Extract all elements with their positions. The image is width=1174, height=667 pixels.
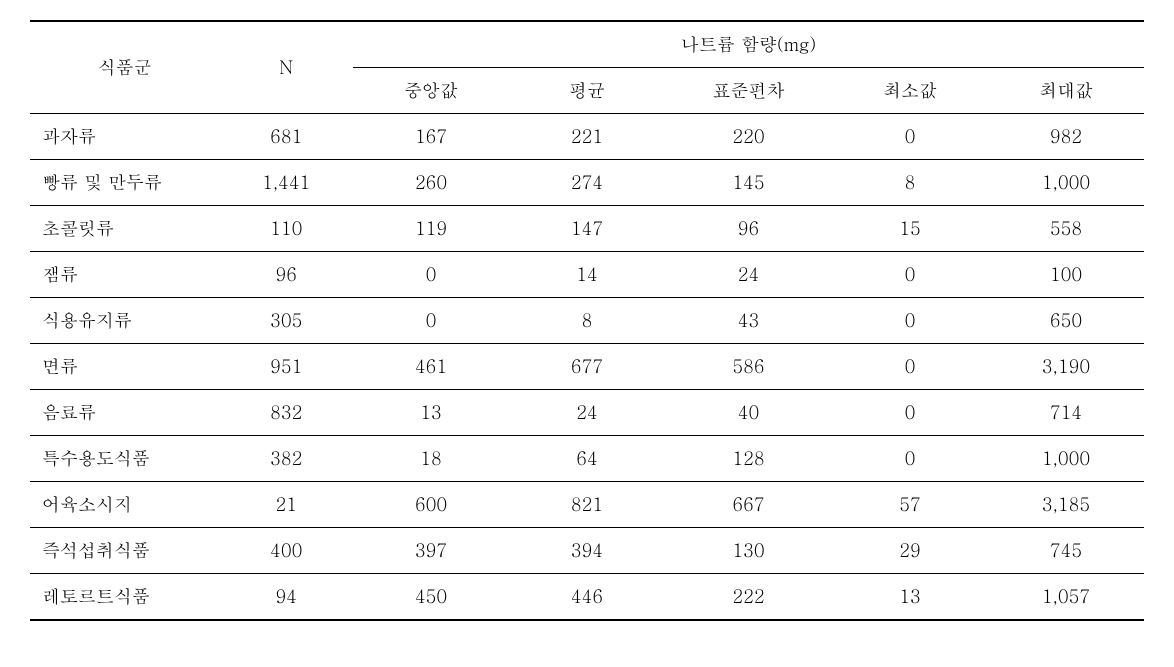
- cell-median: 260: [353, 160, 509, 206]
- cell-stddev: 667: [665, 482, 832, 528]
- cell-median: 397: [353, 528, 509, 574]
- cell-stddev: 96: [665, 206, 832, 252]
- cell-mean: 221: [509, 114, 665, 160]
- cell-stddev: 40: [665, 390, 832, 436]
- cell-min: 0: [832, 344, 988, 390]
- table-row: 즉석섭취식품40039739413029745: [30, 528, 1144, 574]
- cell-stddev: 24: [665, 252, 832, 298]
- cell-category: 음료류: [30, 390, 219, 436]
- cell-max: 1,057: [988, 574, 1144, 621]
- cell-median: 13: [353, 390, 509, 436]
- cell-stddev: 43: [665, 298, 832, 344]
- cell-min: 15: [832, 206, 988, 252]
- cell-max: 982: [988, 114, 1144, 160]
- cell-mean: 24: [509, 390, 665, 436]
- cell-median: 450: [353, 574, 509, 621]
- table-row: 특수용도식품382186412801,000: [30, 436, 1144, 482]
- cell-min: 0: [832, 390, 988, 436]
- cell-category: 빵류 및 만두류: [30, 160, 219, 206]
- header-category: 식품군: [30, 21, 219, 114]
- cell-category: 즉석섭취식품: [30, 528, 219, 574]
- cell-mean: 14: [509, 252, 665, 298]
- table-header: 식품군 N 나트륨 함량(mg) 중앙값 평균 표준편차 최소값 최대값: [30, 21, 1144, 114]
- cell-n: 400: [219, 528, 353, 574]
- cell-mean: 821: [509, 482, 665, 528]
- cell-n: 681: [219, 114, 353, 160]
- table-row: 과자류6811672212200982: [30, 114, 1144, 160]
- header-n: N: [219, 21, 353, 114]
- cell-mean: 274: [509, 160, 665, 206]
- cell-n: 94: [219, 574, 353, 621]
- cell-n: 110: [219, 206, 353, 252]
- table-row: 면류95146167758603,190: [30, 344, 1144, 390]
- cell-min: 29: [832, 528, 988, 574]
- cell-max: 1,000: [988, 436, 1144, 482]
- cell-n: 382: [219, 436, 353, 482]
- cell-stddev: 130: [665, 528, 832, 574]
- cell-min: 0: [832, 436, 988, 482]
- header-median: 중앙값: [353, 68, 509, 114]
- cell-max: 3,190: [988, 344, 1144, 390]
- cell-max: 1,000: [988, 160, 1144, 206]
- cell-min: 0: [832, 298, 988, 344]
- cell-max: 650: [988, 298, 1144, 344]
- cell-max: 558: [988, 206, 1144, 252]
- cell-mean: 677: [509, 344, 665, 390]
- cell-n: 1,441: [219, 160, 353, 206]
- cell-max: 100: [988, 252, 1144, 298]
- cell-median: 0: [353, 252, 509, 298]
- cell-mean: 147: [509, 206, 665, 252]
- table-row: 음료류8321324400714: [30, 390, 1144, 436]
- table-row: 어육소시지21600821667573,185: [30, 482, 1144, 528]
- cell-min: 0: [832, 114, 988, 160]
- cell-max: 745: [988, 528, 1144, 574]
- cell-stddev: 222: [665, 574, 832, 621]
- cell-mean: 8: [509, 298, 665, 344]
- cell-category: 과자류: [30, 114, 219, 160]
- table-row: 초콜릿류1101191479615558: [30, 206, 1144, 252]
- header-mean: 평균: [509, 68, 665, 114]
- cell-stddev: 586: [665, 344, 832, 390]
- cell-median: 119: [353, 206, 509, 252]
- cell-median: 18: [353, 436, 509, 482]
- cell-stddev: 128: [665, 436, 832, 482]
- header-stddev: 표준편차: [665, 68, 832, 114]
- cell-min: 57: [832, 482, 988, 528]
- cell-min: 0: [832, 252, 988, 298]
- cell-stddev: 145: [665, 160, 832, 206]
- cell-category: 면류: [30, 344, 219, 390]
- header-min: 최소값: [832, 68, 988, 114]
- cell-n: 951: [219, 344, 353, 390]
- cell-mean: 394: [509, 528, 665, 574]
- cell-n: 832: [219, 390, 353, 436]
- cell-median: 0: [353, 298, 509, 344]
- cell-category: 식용유지류: [30, 298, 219, 344]
- table-body: 과자류6811672212200982빵류 및 만두류1,44126027414…: [30, 114, 1144, 621]
- header-sodium-group: 나트륨 함량(mg): [353, 21, 1144, 68]
- cell-median: 167: [353, 114, 509, 160]
- cell-min: 8: [832, 160, 988, 206]
- cell-min: 13: [832, 574, 988, 621]
- cell-n: 305: [219, 298, 353, 344]
- cell-mean: 446: [509, 574, 665, 621]
- table-row: 잼류96014240100: [30, 252, 1144, 298]
- cell-category: 특수용도식품: [30, 436, 219, 482]
- cell-median: 600: [353, 482, 509, 528]
- table-row: 식용유지류30508430650: [30, 298, 1144, 344]
- cell-median: 461: [353, 344, 509, 390]
- cell-stddev: 220: [665, 114, 832, 160]
- table-row: 레토르트식품94450446222131,057: [30, 574, 1144, 621]
- cell-category: 레토르트식품: [30, 574, 219, 621]
- cell-category: 잼류: [30, 252, 219, 298]
- cell-max: 3,185: [988, 482, 1144, 528]
- cell-mean: 64: [509, 436, 665, 482]
- table-row: 빵류 및 만두류1,44126027414581,000: [30, 160, 1144, 206]
- cell-category: 어육소시지: [30, 482, 219, 528]
- cell-category: 초콜릿류: [30, 206, 219, 252]
- cell-max: 714: [988, 390, 1144, 436]
- cell-n: 96: [219, 252, 353, 298]
- cell-n: 21: [219, 482, 353, 528]
- header-max: 최대값: [988, 68, 1144, 114]
- sodium-content-table: 식품군 N 나트륨 함량(mg) 중앙값 평균 표준편차 최소값 최대값 과자류…: [30, 20, 1144, 621]
